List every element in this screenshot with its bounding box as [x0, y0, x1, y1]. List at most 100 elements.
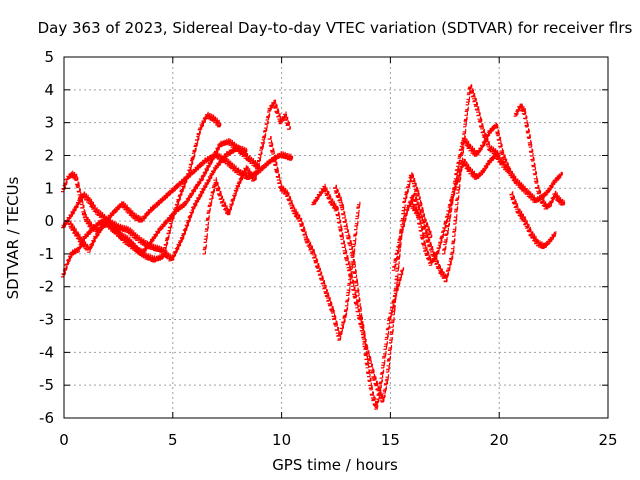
data-point-segment	[376, 387, 384, 403]
data-point	[428, 234, 433, 239]
data-point-segment	[461, 136, 471, 149]
data-point-segment	[350, 252, 358, 284]
data-point-segment	[531, 158, 539, 189]
data-point-segment	[339, 202, 348, 228]
data-point-segment	[337, 312, 348, 341]
series-sat-b	[61, 138, 261, 278]
y-tick-label: -1	[39, 245, 54, 263]
data-point	[400, 267, 405, 271]
data-point-segment	[467, 167, 478, 180]
data-point-segment	[391, 236, 402, 271]
data-point-segment	[80, 239, 91, 251]
data-point-segment	[278, 151, 293, 161]
y-tick-label: 1	[44, 179, 54, 197]
data-point-segment	[461, 159, 471, 172]
data-point-segment	[409, 173, 419, 196]
data-point	[243, 149, 248, 153]
data-point	[552, 231, 557, 235]
data-point-segment	[515, 208, 526, 222]
data-point	[507, 168, 511, 173]
data-point-segment	[87, 233, 97, 253]
data-point-segment	[243, 165, 256, 182]
series-sat-m	[509, 191, 557, 249]
y-tick-label: 4	[44, 81, 54, 99]
data-point-segment	[474, 102, 485, 134]
data-point-segment	[217, 138, 230, 148]
data-point-segment	[409, 200, 419, 215]
y-tick-label: -4	[39, 343, 54, 361]
data-point-segment	[441, 209, 452, 255]
data-point	[561, 201, 566, 206]
data-point	[217, 122, 222, 127]
data-point-segment	[454, 139, 465, 171]
y-tick-label: 3	[44, 114, 54, 132]
y-tick-label: 2	[44, 146, 54, 164]
y-tick-label: 5	[44, 48, 54, 66]
data-point-segment	[363, 343, 371, 360]
data-point-segment	[474, 167, 485, 180]
data-point-segment	[546, 178, 556, 193]
data-point-segment	[169, 234, 184, 261]
data-point-segment	[526, 134, 535, 161]
data-point-segment	[487, 122, 498, 134]
data-point-segment	[252, 139, 265, 181]
series-sat-k	[441, 122, 511, 255]
x-tick-label: 20	[490, 431, 509, 449]
data-point-segment	[69, 170, 78, 180]
x-axis-label: GPS time / hours	[272, 456, 398, 474]
series-sat-l	[513, 103, 566, 210]
data-point-segment	[202, 210, 211, 255]
data-point-segment	[74, 176, 82, 199]
data-point-segment	[463, 86, 472, 122]
data-point-segment	[156, 217, 169, 234]
data-point-segment	[522, 216, 532, 236]
series-sat-d	[67, 151, 294, 253]
data-point-segment	[385, 337, 393, 381]
data-point-segment	[130, 243, 143, 255]
data-point-segment	[202, 164, 217, 189]
data-point-segment	[359, 316, 367, 343]
data-point-segment	[165, 208, 178, 223]
data-point-segment	[311, 249, 321, 273]
y-tick-label: 0	[44, 212, 54, 230]
data-point-segment	[283, 111, 291, 130]
series-sat-e	[202, 99, 291, 255]
data-point-segment	[343, 223, 354, 254]
data-point-segment	[481, 158, 491, 174]
data-point	[559, 172, 563, 176]
data-point-segment	[494, 152, 504, 166]
data-point-segment	[435, 228, 445, 255]
data-point-segment	[143, 252, 156, 262]
data-point	[289, 155, 294, 160]
data-point-segment	[544, 200, 552, 210]
data-point-segment	[126, 227, 141, 241]
data-point-segment	[278, 183, 289, 195]
data-point-segment	[304, 238, 315, 254]
data-point-segment	[285, 192, 295, 212]
data-point	[287, 126, 291, 130]
data-point-segment	[324, 289, 334, 312]
data-point-segment	[89, 220, 99, 232]
data-point-segment	[450, 206, 459, 254]
y-axis-label: SDTVAR / TECUs	[4, 176, 22, 299]
data-point-segment	[365, 364, 374, 395]
data-point-segment	[137, 236, 152, 250]
data-point-segment	[322, 183, 332, 203]
data-point-segment	[180, 168, 195, 183]
data-point-segment	[298, 217, 308, 241]
data-point-segment	[389, 286, 398, 335]
data-point-segment	[206, 181, 217, 213]
data-point-segment	[378, 353, 387, 385]
series-sat-f	[267, 136, 361, 341]
y-tick-label: -5	[39, 376, 54, 394]
data-point-segment	[191, 185, 206, 210]
data-point-segment	[115, 223, 130, 233]
data-point-segment	[82, 213, 93, 228]
data-point-segment	[152, 253, 165, 263]
chart-title: Day 363 of 2023, Sidereal Day-to-day VTE…	[38, 19, 633, 37]
data-point-segment	[100, 214, 110, 229]
data-point-segment	[380, 377, 389, 403]
data-point-segment	[424, 234, 435, 255]
